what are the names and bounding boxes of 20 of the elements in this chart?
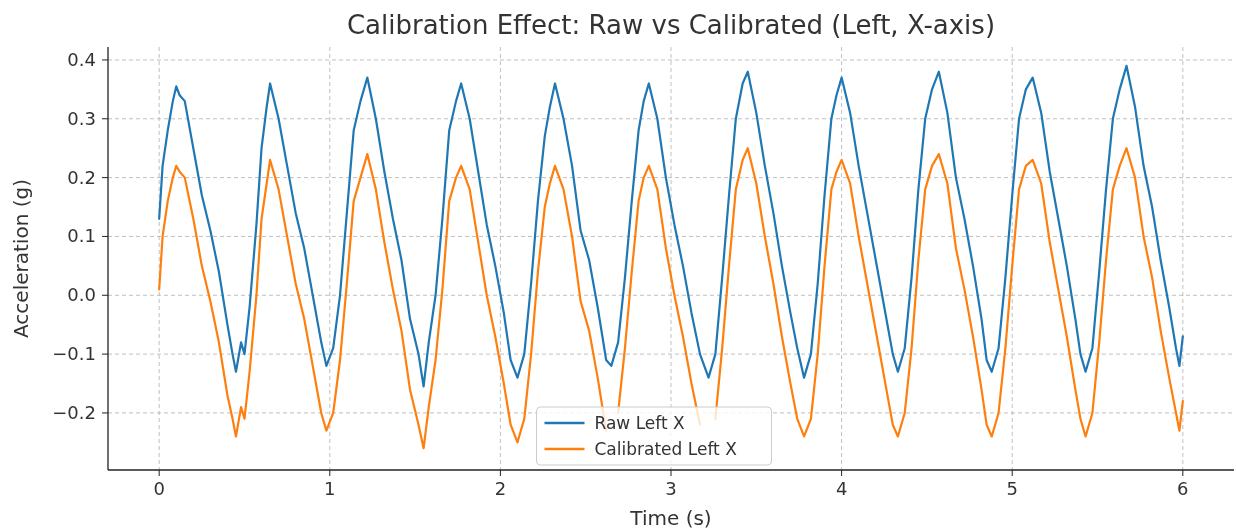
y-tick-label: −0.1 bbox=[52, 343, 96, 365]
chart-title: Calibration Effect: Raw vs Calibrated (Left, X-axis) bbox=[346, 10, 996, 40]
y-axis-title: Acceleration (g) bbox=[9, 179, 33, 338]
x-tick-label: 0 bbox=[153, 478, 165, 499]
y-tick-label: 0.0 bbox=[67, 284, 96, 306]
y-tick-label: −0.2 bbox=[52, 401, 96, 423]
x-tick-label: 1 bbox=[324, 478, 336, 499]
legend-label: Calibrated Left X bbox=[594, 439, 738, 459]
y-tick-label: 0.4 bbox=[67, 48, 96, 70]
x-tick-label: 5 bbox=[1006, 478, 1018, 499]
line-series bbox=[158, 64, 1184, 388]
x-tick-label: 6 bbox=[1177, 478, 1189, 499]
x-tick-label: 3 bbox=[665, 478, 677, 499]
x-axis-title: Time (s) bbox=[629, 506, 712, 530]
x-tick-label: 4 bbox=[835, 478, 848, 499]
y-tick-label: 0.1 bbox=[67, 225, 96, 247]
x-tick-label: 2 bbox=[494, 478, 507, 499]
legend-label: Raw Left X bbox=[594, 413, 686, 433]
y-tick-label: 0.2 bbox=[67, 166, 96, 188]
y-tick-label: 0.3 bbox=[67, 107, 96, 129]
